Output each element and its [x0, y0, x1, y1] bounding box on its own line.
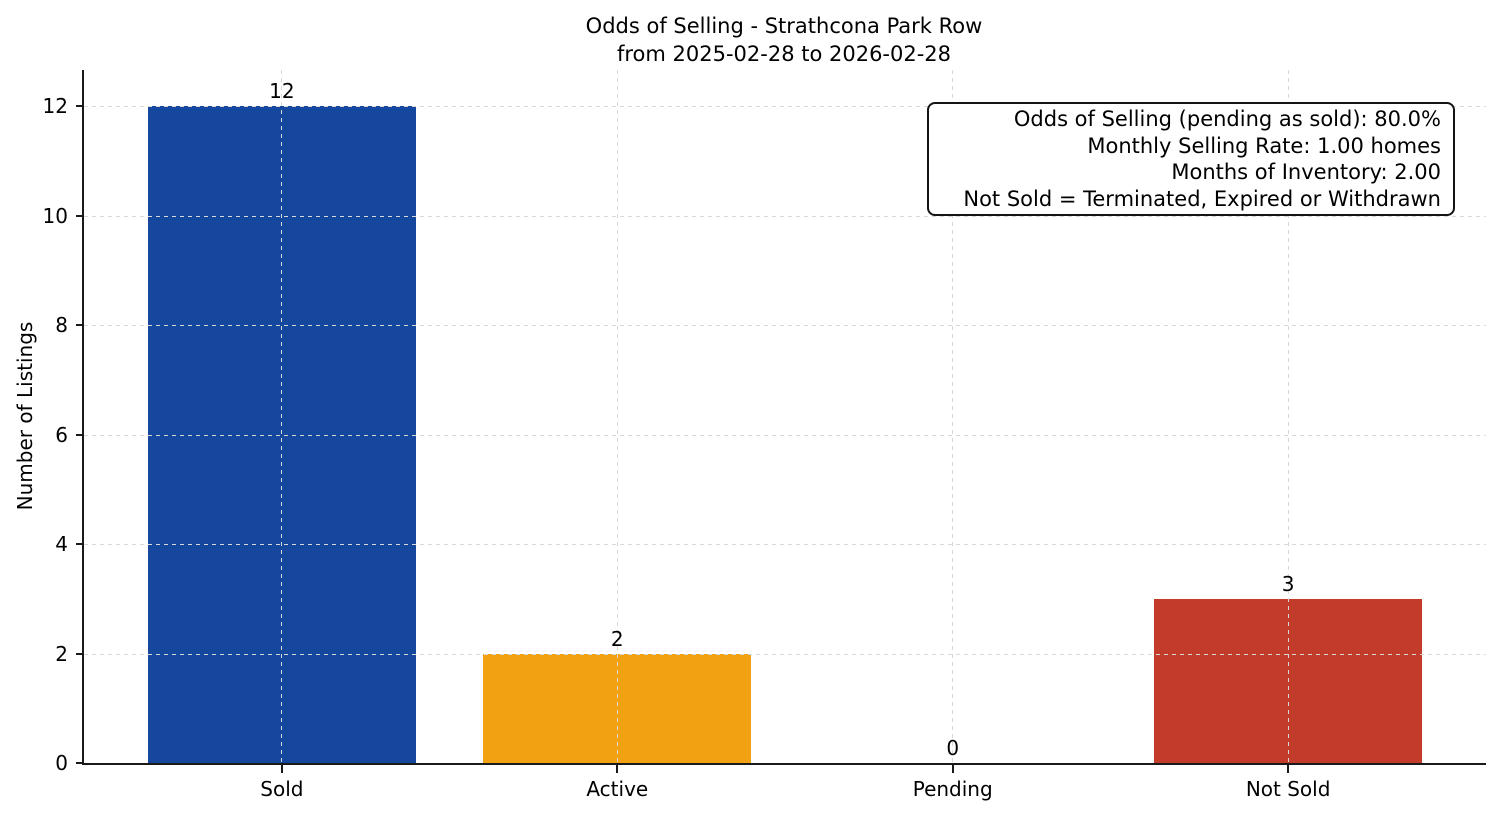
y-tick-label-4: 4 [55, 532, 68, 557]
chart-title-line2: from 2025-02-28 to 2026-02-28 [616, 42, 952, 66]
x-tick-label-active: Active [586, 777, 649, 801]
annotation-box: Odds of Selling (pending as sold): 80.0%… [927, 102, 1455, 216]
gridline-h-4 [84, 544, 1486, 546]
y-tick-0 [76, 762, 84, 764]
gridline-v-not-sold [1287, 70, 1289, 763]
chart-title: Odds of Selling - Strathcona Park Row fr… [82, 12, 1486, 68]
y-tick-label-6: 6 [55, 422, 68, 447]
y-tick-4 [76, 543, 84, 546]
x-tick-sold [280, 765, 283, 773]
gridline-h-6 [84, 434, 1486, 436]
y-tick-6 [76, 433, 84, 436]
y-tick-10 [76, 214, 84, 217]
gridline-v-pending [952, 70, 954, 763]
chart-title-line1: Odds of Selling - Strathcona Park Row [585, 14, 983, 38]
gridline-h-8 [84, 325, 1486, 327]
gridline-h-2 [84, 653, 1486, 655]
x-tick-pending [951, 765, 954, 773]
annotation-line-inventory: Months of Inventory: 2.00 [1171, 160, 1441, 184]
y-tick-12 [76, 105, 84, 108]
y-tick-label-8: 8 [55, 313, 68, 338]
bar-value-label-sold: 12 [269, 79, 295, 104]
y-tick-8 [76, 324, 84, 327]
x-tick-label-pending: Pending [912, 777, 993, 801]
bar-value-label-active: 2 [610, 626, 624, 651]
annotation-line-odds: Odds of Selling (pending as sold): 80.0% [1013, 107, 1441, 131]
y-tick-label-10: 10 [42, 203, 68, 228]
y-tick-2 [76, 652, 84, 655]
x-tick-active [616, 765, 619, 773]
bar-value-label-pending: 0 [946, 736, 960, 760]
gridline-v-sold [281, 70, 283, 763]
gridline-h-10 [84, 215, 1486, 217]
y-tick-label-2: 2 [55, 641, 68, 666]
gridline-v-active [616, 70, 618, 763]
x-tick-label-sold: Sold [260, 777, 304, 801]
y-tick-label-0: 0 [55, 751, 68, 775]
y-tick-label-12: 12 [42, 94, 68, 119]
annotation-line-not-sold-definition: Not Sold = Terminated, Expired or Withdr… [963, 186, 1441, 211]
gridline-h-12 [84, 106, 1486, 108]
x-tick-label-not-sold: Not Sold [1245, 777, 1331, 801]
x-tick-not-sold [1287, 765, 1290, 773]
y-axis-label: Number of Listings [13, 321, 37, 511]
plot-area [82, 70, 1486, 765]
annotation-line-selling-rate: Monthly Selling Rate: 1.00 homes [1087, 133, 1441, 158]
bar-value-label-not-sold: 3 [1281, 571, 1295, 596]
